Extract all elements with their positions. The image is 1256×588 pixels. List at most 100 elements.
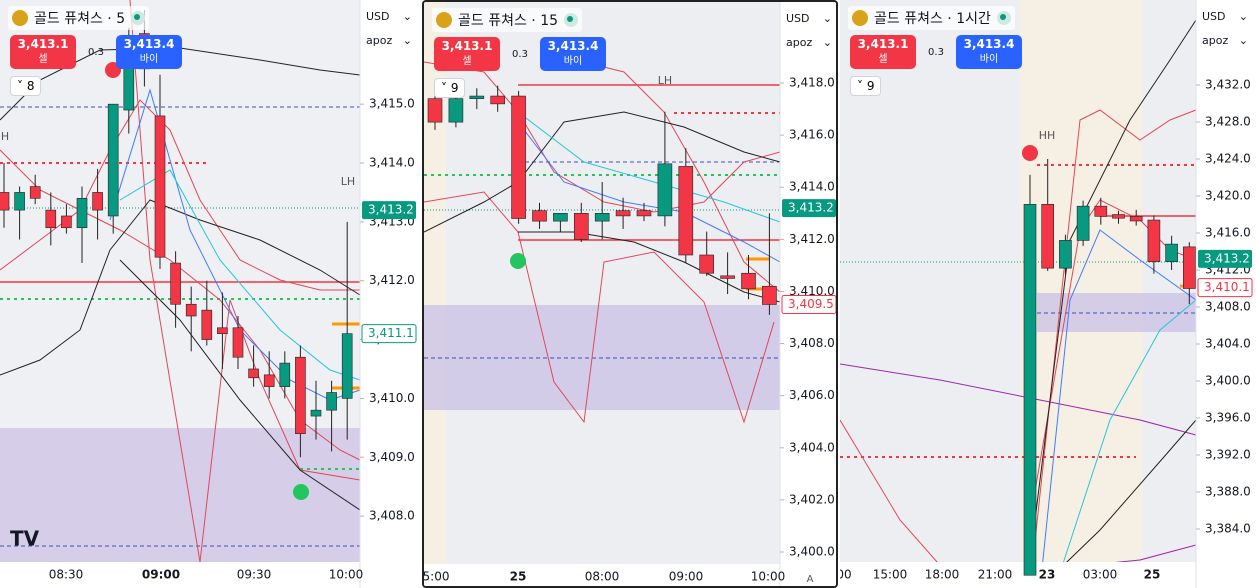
- y-tick-label: 3,406.0: [789, 388, 835, 402]
- candle-body: [511, 95, 526, 219]
- buy-button[interactable]: 3,413.4 바이: [956, 35, 1022, 69]
- x-tick-label: 25: [510, 570, 527, 584]
- indicator: [517, 121, 781, 263]
- chart-panel[interactable]: 3,384.0 3,388.0 3,392.0 3,396.0 3,400.0 3,404…: [840, 0, 1256, 588]
- scale-mode: A: [807, 574, 814, 585]
- candle-body: [45, 209, 57, 229]
- buy-price: 3,413.4: [547, 39, 599, 53]
- candle-body: [279, 362, 291, 387]
- spread: 0.3: [512, 48, 528, 60]
- symbol-logo: [12, 10, 28, 26]
- price-tag-label: 3,413.2: [368, 203, 414, 217]
- unit: apoz: [786, 36, 813, 49]
- chart-panel[interactable]: 3,400.0 3,402.0 3,404.0 3,406.0 3,408.0 3,410…: [422, 0, 838, 588]
- symbol-title: 골드 퓨쳐스 · 5: [34, 11, 126, 27]
- candle-body: [469, 95, 485, 99]
- currency-select[interactable]: USD ⌄: [1198, 9, 1252, 24]
- price-axis: [360, 0, 418, 588]
- price-tag-label: 3,411.1: [368, 326, 414, 340]
- x-tick-label: 09:00: [142, 568, 180, 582]
- trade-buttons: 3,413.1 셀 0.3 3,413.4 바이: [850, 35, 1022, 69]
- currency-select[interactable]: USD ⌄: [782, 11, 836, 26]
- candle-body: [295, 356, 306, 435]
- y-tick-label: 3,392.0: [1205, 447, 1251, 461]
- y-tick-label: 3,402.0: [789, 492, 835, 506]
- y-tick-label: 3,396.0: [1205, 410, 1251, 424]
- sell-button[interactable]: 3,413.1 셀: [850, 35, 916, 69]
- indicator: [517, 111, 781, 223]
- price-tag-label: 3,413.2: [1204, 251, 1250, 265]
- y-tick-label: 3,388.0: [1205, 484, 1251, 498]
- currency: USD: [786, 12, 810, 25]
- sell-label: 셀: [38, 54, 48, 65]
- y-tick-label: 3,414.0: [789, 180, 835, 194]
- y-tick-label: 3,410.0: [789, 284, 835, 298]
- price-tag: [782, 199, 836, 218]
- indicator: [119, 259, 361, 511]
- x-tick-label: 09:00: [669, 570, 704, 584]
- x-tick-label: 21:00: [978, 568, 1013, 582]
- candle-body: [574, 213, 589, 240]
- price-tag: [1198, 249, 1252, 268]
- y-tick-label: 3,404.0: [789, 440, 835, 454]
- candle-body: [310, 409, 322, 417]
- indicator-toggle[interactable]: ˅ 9: [850, 76, 882, 96]
- buy-button[interactable]: 3,413.4 바이: [540, 37, 606, 71]
- indicator-toggle[interactable]: ˅ 8: [10, 76, 42, 96]
- indicator-toggle[interactable]: ˅ 9: [434, 78, 466, 98]
- candle-body: [1094, 205, 1108, 217]
- indicator: TV: [10, 527, 40, 551]
- candle-body: [1023, 204, 1037, 576]
- candle-body: [678, 166, 694, 256]
- candle-body: [61, 215, 72, 229]
- y-tick-label: 3,424.0: [1205, 151, 1251, 165]
- candle-body: [427, 98, 443, 123]
- sell-price: 3,413.1: [857, 37, 909, 51]
- y-tick-label: 3,384.0: [1205, 521, 1251, 535]
- annotation: HH: [1039, 129, 1056, 142]
- indicator: [293, 484, 309, 500]
- y-tick-label: 3,415.0: [369, 97, 415, 111]
- price-tag: [1197, 278, 1253, 298]
- symbol-header: 골드 퓨쳐스 · 1시간: [848, 6, 1015, 30]
- unit-select[interactable]: apoz ⌄: [362, 33, 416, 48]
- unit: apoz: [1202, 34, 1229, 47]
- sell-button[interactable]: 3,413.1 셀: [434, 37, 500, 71]
- indicator: [424, 61, 781, 213]
- y-tick-label: 3,409.0: [369, 450, 415, 464]
- currency-select[interactable]: USD ⌄: [362, 9, 416, 24]
- indicator: [424, 111, 781, 233]
- y-tick-label: 3,416.0: [789, 128, 835, 142]
- unit-select[interactable]: apoz ⌄: [1198, 33, 1252, 48]
- y-tick-label: 3,428.0: [1205, 115, 1251, 129]
- candle-body: [1076, 205, 1090, 241]
- chart: 3,400.0 3,402.0 3,404.0 3,406.0 3,408.0 3,410…: [424, 2, 836, 586]
- spread: 0.3: [928, 46, 944, 58]
- symbol-header: 골드 퓨쳐스 · 15: [432, 8, 583, 32]
- market-status: [564, 13, 579, 27]
- chart-panel[interactable]: TV3,408.03,409.03,410.03,411.03,412.03,4…: [0, 0, 420, 588]
- price-tag: [362, 201, 416, 220]
- y-tick-label: 3,420.0: [1205, 188, 1251, 202]
- sell-price: 3,413.1: [441, 39, 493, 53]
- buy-button[interactable]: 3,413.4 바이: [116, 35, 182, 69]
- symbol-logo: [436, 12, 452, 28]
- candle-body: [217, 327, 228, 334]
- y-tick-label: 3,404.0: [1205, 336, 1251, 350]
- x-tick-label: 15:00: [873, 568, 908, 582]
- unit-select[interactable]: apoz ⌄: [782, 35, 836, 50]
- indicator: [583, 61, 781, 293]
- y-tick-label: 3,432.0: [1205, 78, 1251, 92]
- sell-button[interactable]: 3,413.1 셀: [10, 35, 76, 69]
- y-tick-label: 3,400.0: [789, 545, 835, 559]
- candle-body: [490, 95, 505, 105]
- candle-body: [263, 374, 275, 387]
- price-tag-label: 3,410.1: [1204, 280, 1250, 294]
- candle-body: [14, 192, 25, 211]
- symbol-title: 골드 퓨쳐스 · 1시간: [874, 11, 991, 27]
- candle-body: [201, 309, 213, 340]
- spread: 0.3: [88, 46, 104, 58]
- x-tick-label: 03:00: [1083, 568, 1118, 582]
- buy-label: 바이: [563, 56, 583, 67]
- indicators: [424, 61, 781, 424]
